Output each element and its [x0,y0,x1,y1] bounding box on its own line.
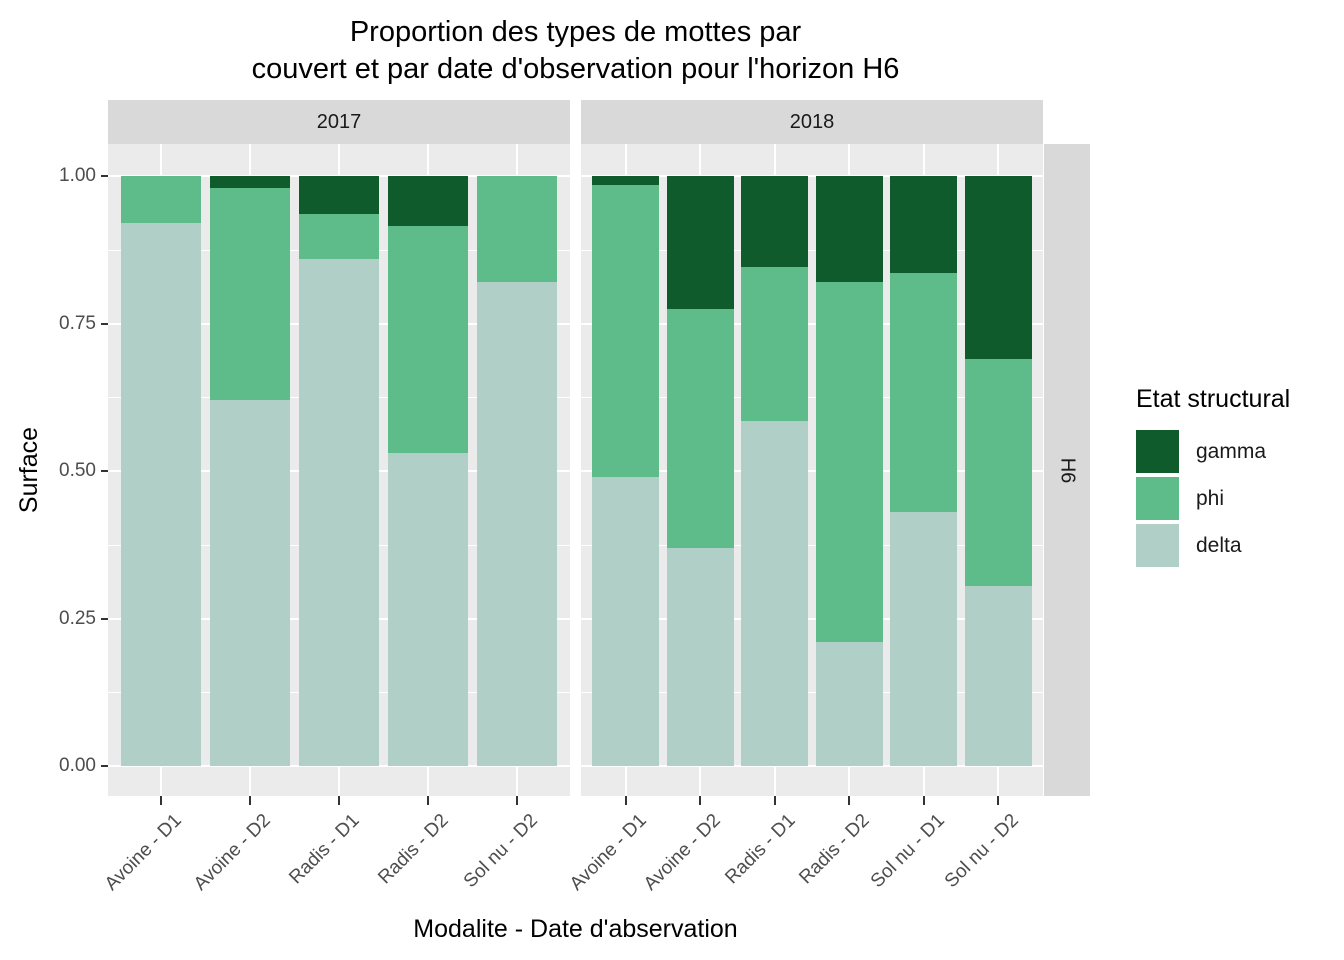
legend-entry-phi: phi [1136,477,1290,520]
legend-label-delta: delta [1196,533,1242,557]
x-tick-label-2018-Radis - D1: Radis - D1 [721,810,800,889]
x-tick-mark [249,796,251,805]
x-tick-mark [699,796,701,805]
y-tick-mark [101,617,108,620]
gridline-minor [581,397,1043,398]
y-tick-label-0.75: 0.75 [59,312,96,334]
bar-2018-Radis - D1-gamma [741,176,808,267]
x-tick-mark [774,796,776,805]
y-tick-label-0.00: 0.00 [59,755,96,776]
bar-2017-Avoine - D2-phi [210,188,290,400]
bar-2018-Avoine - D2-gamma [667,176,734,309]
y-tick-label-0.25: 0.25 [59,607,96,629]
x-tick-label-2017-Avoine - D1: Avoine - D1 [101,810,186,895]
legend-key-gamma [1136,430,1179,473]
gridline-minor [581,692,1043,693]
bar-2018-Sol nu - D2-phi [965,359,1032,586]
gridline-minor [581,250,1043,251]
bar-2018-Avoine - D2-delta [667,548,734,766]
bar-2017-Radis - D2-phi [388,226,468,453]
bar-2017-Avoine - D1-phi [121,176,201,223]
bar-2017-Avoine - D1-delta [121,223,201,766]
bar-2017-Avoine - D2-gamma [210,176,290,188]
x-tick-label-2017-Radis - D1: Radis - D1 [285,810,364,889]
bar-2018-Avoine - D1-phi [592,185,659,477]
x-tick-label-2018-Sol nu - D1: Sol nu - D1 [866,810,949,893]
bar-2018-Radis - D2-delta [816,642,883,766]
bar-2017-Radis - D1-gamma [299,176,379,214]
bar-2017-Radis - D2-gamma [388,176,468,226]
bar-2018-Avoine - D1-delta [592,477,659,766]
legend-label-gamma: gamma [1196,439,1267,463]
x-tick-mark [516,796,518,805]
bar-2018-Radis - D2-gamma [816,176,883,282]
y-axis-title: Surface [15,426,43,514]
gridline-major [581,470,1043,472]
legend: Etat structural gamma phi delta [1136,385,1290,571]
legend-label-phi: phi [1196,486,1225,510]
x-tick-mark [160,796,162,805]
x-tick-label-2018-Avoine - D2: Avoine - D2 [640,810,725,895]
gridline-minor [581,545,1043,546]
gridline-major [581,618,1043,620]
bar-2018-Sol nu - D1-phi [890,273,957,512]
bar-2017-Avoine - D2-delta [210,400,290,766]
x-tick-label-2018-Radis - D2: Radis - D2 [795,810,874,889]
bar-2017-Sol nu - D2-phi [477,176,557,282]
legend-entry-gamma: gamma [1136,430,1290,473]
bar-2018-Sol nu - D2-delta [965,586,1032,766]
facet-panel-2017 [108,144,570,796]
facet-strip-2017-label: 2017 [316,110,362,133]
y-tick-mark [101,765,108,767]
y-tick-label-1.00: 1.00 [59,165,96,186]
y-tick-label-0.50: 0.50 [59,460,96,481]
x-tick-label-2018-Sol nu - D2: Sol nu - D2 [940,810,1023,893]
legend-title: Etat structural [1136,385,1291,413]
gridline-major [581,323,1043,325]
facet-strip-2017: 2017 [108,100,570,144]
bar-2018-Sol nu - D2-gamma [965,176,1032,359]
bar-2018-Radis - D2-phi [816,282,883,642]
bar-2018-Sol nu - D1-delta [890,512,957,766]
legend-key-phi [1136,477,1179,520]
y-tick-mark [101,322,108,325]
x-tick-label-2017-Radis - D2: Radis - D2 [374,810,453,889]
gridline-major [581,175,1043,177]
bar-2018-Radis - D1-phi [741,267,808,421]
facet-strip-h6-label: H6 [1056,457,1079,483]
chart-title: Proportion des types de mottes par couve… [251,16,900,85]
legend-entry-delta: delta [1136,524,1290,567]
bar-2018-Sol nu - D1-gamma [890,176,957,273]
legend-key-delta [1136,524,1179,567]
bar-2018-Avoine - D2-phi [667,309,734,548]
facet-panel-2018 [581,144,1043,796]
x-tick-mark [997,796,999,805]
y-tick-mark [101,470,108,472]
gridline-major [581,765,1043,767]
x-tick-mark [848,796,850,805]
facet-strip-2018-label: 2018 [789,110,835,133]
facet-strip-h6: H6 [1044,144,1090,796]
bar-2017-Radis - D2-delta [388,453,468,766]
x-axis-title: Modalite - Date d'abservation [413,915,738,943]
x-tick-mark [923,796,925,805]
y-tick-mark [101,175,108,177]
x-tick-label-2017-Sol nu - D2: Sol nu - D2 [459,810,542,893]
facet-strip-2018: 2018 [581,100,1043,144]
x-tick-label-2017-Avoine - D2: Avoine - D2 [190,810,275,895]
x-tick-mark [625,796,627,805]
bar-2018-Avoine - D1-gamma [592,176,659,185]
x-tick-label-2018-Avoine - D1: Avoine - D1 [566,810,651,895]
bar-2018-Radis - D1-delta [741,421,808,766]
bar-2017-Radis - D1-phi [299,214,379,259]
bar-2017-Radis - D1-delta [299,259,379,766]
x-tick-mark [338,796,340,805]
bar-2017-Sol nu - D2-delta [477,282,557,766]
x-tick-mark [427,796,429,805]
